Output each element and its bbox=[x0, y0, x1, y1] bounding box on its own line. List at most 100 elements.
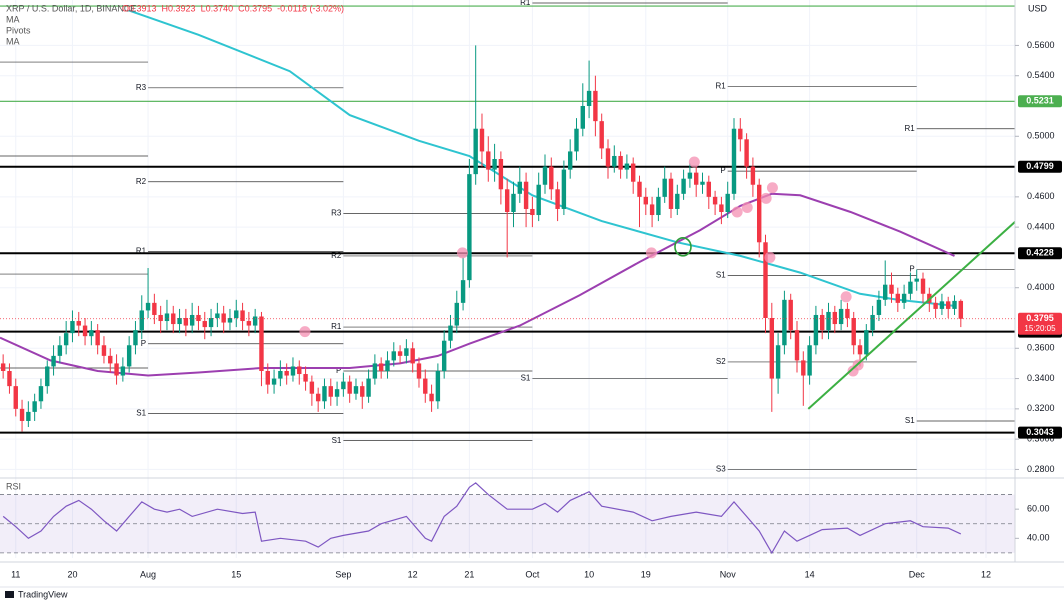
candle-body bbox=[504, 189, 510, 212]
candle-body bbox=[63, 333, 69, 346]
highlight-marker bbox=[299, 326, 311, 338]
candle-body bbox=[920, 278, 926, 294]
candle-body bbox=[265, 371, 270, 385]
candle-body bbox=[347, 381, 352, 394]
rsi-y-tick-label: 40.00 bbox=[1027, 533, 1050, 543]
header: XRP / U.S. Dollar, 1D, BINANCE MA Pivots… bbox=[6, 3, 1048, 491]
candle-body bbox=[227, 318, 233, 323]
candle-body bbox=[315, 393, 321, 402]
candle-body bbox=[441, 340, 447, 371]
candle-body bbox=[952, 300, 957, 309]
candle-body bbox=[864, 330, 869, 355]
x-tick-label: 10 bbox=[584, 569, 594, 579]
pivot-label: S1 bbox=[905, 416, 915, 425]
candle-body bbox=[889, 284, 894, 294]
candle-body bbox=[423, 378, 428, 394]
highlight-marker bbox=[764, 251, 776, 263]
pivot-label: P bbox=[909, 265, 914, 274]
y-tick-label: 0.4400 bbox=[1027, 222, 1055, 232]
candle-body bbox=[555, 189, 560, 209]
candle-body bbox=[95, 330, 100, 346]
candle-body bbox=[574, 128, 579, 152]
candle-body bbox=[612, 155, 617, 167]
level-badge-label: 0.4799 bbox=[1026, 161, 1054, 171]
y-tick-label: 0.5400 bbox=[1027, 70, 1055, 80]
candle-body bbox=[675, 193, 680, 209]
candle-body bbox=[958, 300, 964, 319]
candle-body bbox=[775, 345, 781, 379]
candle-body bbox=[731, 128, 737, 194]
candle-body bbox=[901, 293, 907, 303]
candle-body bbox=[794, 330, 800, 361]
pivot-label: R1 bbox=[904, 124, 915, 133]
candle-body bbox=[0, 363, 6, 371]
candle-body bbox=[309, 381, 315, 394]
candle-body bbox=[7, 371, 12, 387]
x-tick-label: 12 bbox=[981, 569, 991, 579]
candle-body bbox=[700, 181, 705, 185]
candle-body bbox=[662, 178, 667, 197]
pivot-label: P bbox=[141, 339, 146, 348]
pivot-label: R1 bbox=[715, 81, 726, 90]
candle-body bbox=[164, 313, 170, 322]
candle-body bbox=[580, 106, 585, 129]
candle-body bbox=[687, 172, 693, 179]
x-tick-label: 21 bbox=[464, 569, 474, 579]
candle-body bbox=[517, 181, 522, 194]
level-badge bbox=[1018, 247, 1062, 260]
x-tick-label: 11 bbox=[11, 569, 20, 579]
level-badge-label: 0.5231 bbox=[1026, 96, 1054, 106]
candle-body bbox=[530, 208, 535, 216]
candle-body bbox=[353, 386, 359, 394]
candle-body bbox=[479, 128, 485, 152]
candle-body bbox=[826, 311, 831, 331]
highlight-marker bbox=[760, 192, 772, 204]
candle-body bbox=[70, 321, 75, 334]
ohlc-value: H0.3923 bbox=[162, 3, 196, 13]
ohlc-value: -0.0118 (-3.02%) bbox=[277, 3, 344, 13]
candle-body bbox=[908, 281, 913, 294]
candle-body bbox=[145, 302, 151, 311]
footer: TradingView bbox=[5, 589, 68, 599]
candle-body bbox=[668, 178, 674, 209]
candle-body bbox=[89, 330, 94, 337]
y-tick-label: 0.3200 bbox=[1027, 403, 1055, 413]
candle-body bbox=[838, 308, 844, 325]
candle-body bbox=[416, 363, 422, 379]
candle-body bbox=[202, 321, 207, 328]
candle-body bbox=[378, 363, 384, 371]
candle-body bbox=[656, 196, 661, 216]
rsi-pane bbox=[0, 482, 1015, 555]
pivot-label: R1 bbox=[136, 246, 147, 255]
ohlc-value: O0.3913 bbox=[122, 3, 157, 13]
candle-body bbox=[208, 318, 214, 328]
candle-body bbox=[278, 371, 283, 379]
x-tick-label: Nov bbox=[720, 569, 737, 579]
candle-body bbox=[845, 308, 850, 318]
pivot-label: S2 bbox=[716, 357, 726, 366]
pivot-label: S1 bbox=[136, 409, 146, 418]
y-tick-label: 0.5600 bbox=[1027, 40, 1055, 50]
candle-body bbox=[171, 313, 176, 325]
level-badge-label: 0.4228 bbox=[1026, 248, 1054, 258]
candle-body bbox=[303, 374, 308, 382]
candle-body bbox=[637, 181, 642, 197]
candle-body bbox=[108, 355, 113, 364]
candle-body bbox=[744, 139, 749, 167]
candle-body bbox=[769, 318, 775, 379]
y-tick-label: 0.5000 bbox=[1027, 131, 1055, 141]
candle-body bbox=[252, 316, 258, 326]
candle-body bbox=[404, 348, 409, 356]
candle-body bbox=[914, 278, 919, 282]
y-tick-label: 0.2800 bbox=[1027, 464, 1055, 474]
candle-body bbox=[246, 321, 252, 326]
highlight-marker bbox=[766, 182, 778, 194]
candle-body bbox=[593, 90, 598, 122]
candle-body bbox=[45, 366, 50, 387]
candle-body bbox=[763, 242, 768, 318]
highlight-circle bbox=[674, 237, 692, 257]
candle-body bbox=[19, 408, 25, 421]
chart-title: XRP / U.S. Dollar, 1D, BINANCE bbox=[6, 3, 136, 13]
candle-body bbox=[82, 325, 88, 337]
x-tick-label: 14 bbox=[805, 569, 815, 579]
